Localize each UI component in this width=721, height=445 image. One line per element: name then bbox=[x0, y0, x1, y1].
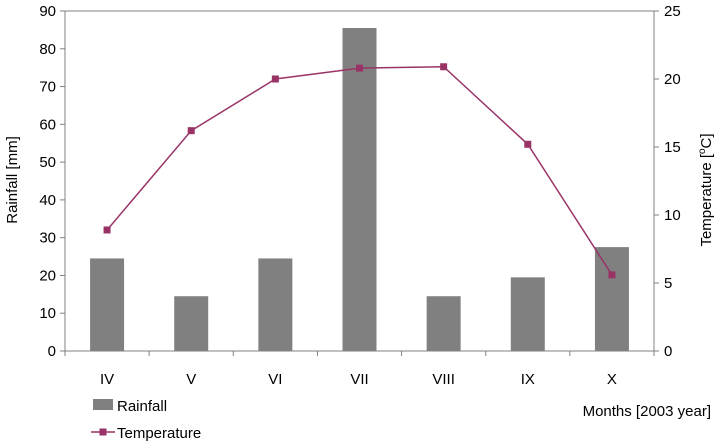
legend-rainfall-swatch bbox=[93, 399, 113, 410]
rainfall-bar-VI bbox=[258, 258, 293, 351]
y2-tick-label-0: 0 bbox=[664, 343, 672, 360]
x-tick-label-VI: VI bbox=[268, 371, 282, 388]
y2-tick-label-20: 20 bbox=[664, 71, 681, 88]
temperature-point-VI bbox=[271, 75, 279, 83]
y2-tick-label-10: 10 bbox=[664, 207, 681, 224]
rainfall-bar-IV bbox=[90, 258, 125, 351]
temperature-point-V bbox=[187, 127, 195, 135]
x-tick-label-V: V bbox=[186, 371, 196, 388]
legend-temperature-label: Temperature bbox=[117, 425, 201, 442]
y-tick-label-20: 20 bbox=[39, 267, 56, 284]
y-tick-label-10: 10 bbox=[39, 305, 56, 322]
temperature-series bbox=[103, 63, 616, 279]
y-tick-label-40: 40 bbox=[39, 192, 56, 209]
legend-rainfall-label: Rainfall bbox=[117, 398, 167, 415]
temperature-point-X bbox=[608, 271, 616, 279]
y-tick-label-30: 30 bbox=[39, 230, 56, 247]
rainfall-bar-X bbox=[594, 247, 629, 351]
rainfall-bars bbox=[90, 28, 629, 351]
y2-tick-label-25: 25 bbox=[664, 3, 681, 20]
y-tick-label-90: 90 bbox=[39, 3, 56, 20]
y-tick-label-50: 50 bbox=[39, 154, 56, 171]
temperature-point-VIII bbox=[440, 63, 448, 71]
y-tick-label-60: 60 bbox=[39, 116, 56, 133]
x-tick-label-IX: IX bbox=[521, 371, 535, 388]
y2-tick-label-5: 5 bbox=[664, 275, 672, 292]
rainfall-bar-VIII bbox=[426, 296, 461, 351]
legend-temperature-marker bbox=[99, 428, 107, 436]
y-axis-title: Rainfall [mm] bbox=[4, 136, 21, 224]
y-tick-label-70: 70 bbox=[39, 79, 56, 96]
y2-tick-label-15: 15 bbox=[664, 139, 681, 156]
x-tick-label-IV: IV bbox=[100, 371, 114, 388]
rainfall-bar-V bbox=[174, 296, 209, 351]
rainfall-bar-IX bbox=[510, 277, 545, 351]
x-tick-label-VII: VII bbox=[350, 371, 368, 388]
rainfall-bar-VII bbox=[342, 28, 377, 351]
x-axis-title: Months [2003 year] bbox=[583, 403, 711, 420]
y2-axis-title: Temperature [oC] bbox=[697, 133, 715, 246]
y-tick-label-0: 0 bbox=[48, 343, 56, 360]
axes: 0 10 20 30 40 50 60 70 80 90 0 5 10 15 20 25 IV V VI VII VII… bbox=[39, 3, 680, 388]
x-tick-label-X: X bbox=[607, 371, 617, 388]
legend: Rainfall Temperature bbox=[91, 398, 201, 442]
temperature-point-IX bbox=[524, 140, 532, 148]
temperature-point-VII bbox=[356, 64, 363, 72]
temperature-point-IV bbox=[103, 226, 111, 234]
y-tick-label-80: 80 bbox=[39, 41, 56, 58]
x-tick-label-VIII: VIII bbox=[432, 371, 455, 388]
